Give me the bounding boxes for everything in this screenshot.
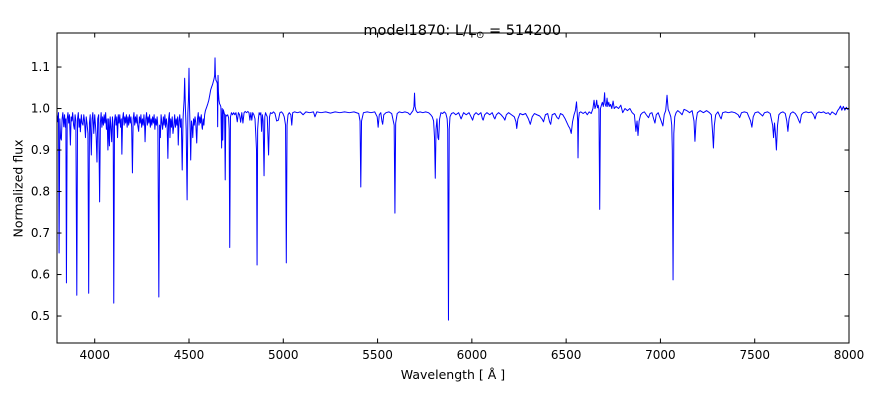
plot-border xyxy=(56,32,850,344)
x-tick-label: 6500 xyxy=(551,348,582,362)
plot-title: model1870: L/L⊙ = 514200 xyxy=(57,7,849,57)
y-tick-label: 0.8 xyxy=(31,185,50,199)
sun-symbol: ⊙ xyxy=(475,30,485,41)
y-tick-label: 0.6 xyxy=(31,268,50,282)
plot-title-prefix: model1870: L/L xyxy=(363,23,476,39)
y-tick-label: 0.7 xyxy=(31,226,50,240)
x-axis-label: Wavelength [ Å ] xyxy=(400,367,506,382)
x-tick-label: 6000 xyxy=(457,348,488,362)
spectrum-line xyxy=(56,57,850,321)
plot-title-suffix: = 514200 xyxy=(484,23,562,39)
y-tick-label: 1.1 xyxy=(31,60,50,74)
x-tick-label: 5000 xyxy=(268,348,299,362)
x-tick-label: 4500 xyxy=(174,348,205,362)
x-tick-label: 5500 xyxy=(362,348,393,362)
y-axis-label: Normalized flux xyxy=(10,139,26,238)
y-tick-label: 0.5 xyxy=(31,309,50,323)
x-tick-label: 4000 xyxy=(79,348,110,362)
y-tick-label: 0.9 xyxy=(31,143,50,157)
x-tick-label: 7500 xyxy=(739,348,770,362)
x-tick-label: 7000 xyxy=(645,348,676,362)
y-tick-label: 1.0 xyxy=(31,102,50,116)
x-tick-label: 8000 xyxy=(834,348,865,362)
